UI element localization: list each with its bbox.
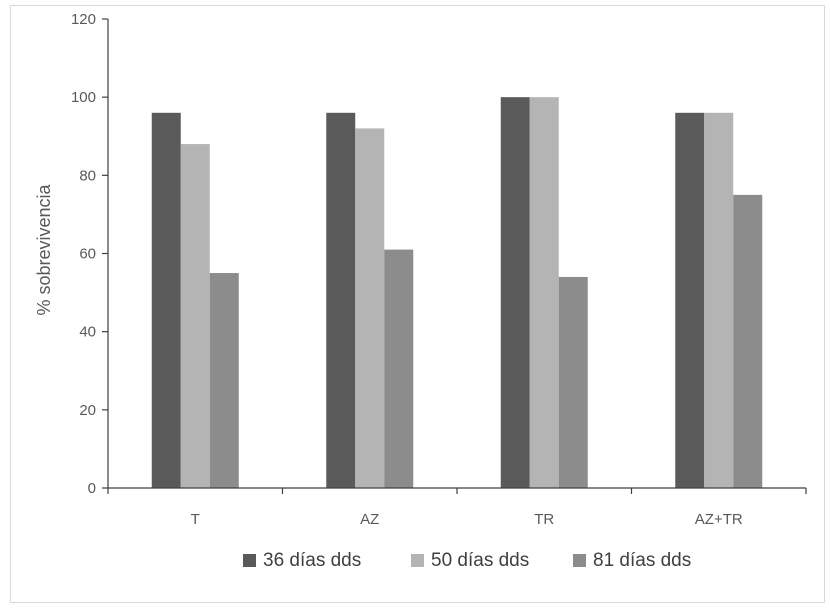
x-axis-ticks: T AZ TR AZ+TR bbox=[107, 488, 807, 528]
x-tick-label: AZ bbox=[360, 511, 379, 528]
y-tick-label: 100 bbox=[71, 89, 96, 106]
y-tick-label: 80 bbox=[79, 167, 96, 184]
x-tick-label: TR bbox=[534, 511, 554, 528]
legend-swatch-0 bbox=[243, 554, 256, 567]
y-tick-label: 60 bbox=[79, 246, 96, 263]
legend-label-0: 36 días dds bbox=[263, 550, 361, 571]
bar-az-tr-series-1 bbox=[704, 112, 734, 489]
y-tick-label: 40 bbox=[79, 324, 96, 341]
y-tick-label: 20 bbox=[79, 402, 96, 419]
x-tick-label: T bbox=[191, 511, 200, 528]
y-axis-title: % sobrevivencia bbox=[34, 183, 54, 315]
bar-t-series-2 bbox=[209, 273, 239, 488]
bar-az-tr-series-0 bbox=[675, 112, 705, 489]
bar-tr-series-1 bbox=[529, 97, 559, 489]
bars bbox=[151, 97, 763, 489]
bar-t-series-0 bbox=[151, 112, 181, 489]
bar-tr-series-2 bbox=[558, 276, 588, 488]
x-tick-label: AZ+TR bbox=[695, 511, 743, 528]
bar-az-series-0 bbox=[326, 112, 356, 489]
legend-label-1: 50 días dds bbox=[431, 550, 529, 571]
bar-az-series-2 bbox=[384, 249, 414, 488]
y-tick-label: 0 bbox=[88, 480, 96, 497]
bar-t-series-1 bbox=[180, 144, 210, 489]
bar-az-series-1 bbox=[355, 128, 385, 488]
bar-tr-series-0 bbox=[500, 97, 530, 489]
y-axis-ticks: 0 20 40 60 80 100 120 bbox=[71, 11, 108, 497]
y-tick-label: 120 bbox=[71, 11, 96, 28]
legend-label-2: 81 días dds bbox=[593, 550, 691, 571]
bar-az-tr-series-2 bbox=[733, 194, 763, 488]
legend: 36 días dds 50 días dds 81 días dds bbox=[243, 550, 691, 571]
legend-swatch-1 bbox=[411, 554, 424, 567]
legend-swatch-2 bbox=[573, 554, 586, 567]
